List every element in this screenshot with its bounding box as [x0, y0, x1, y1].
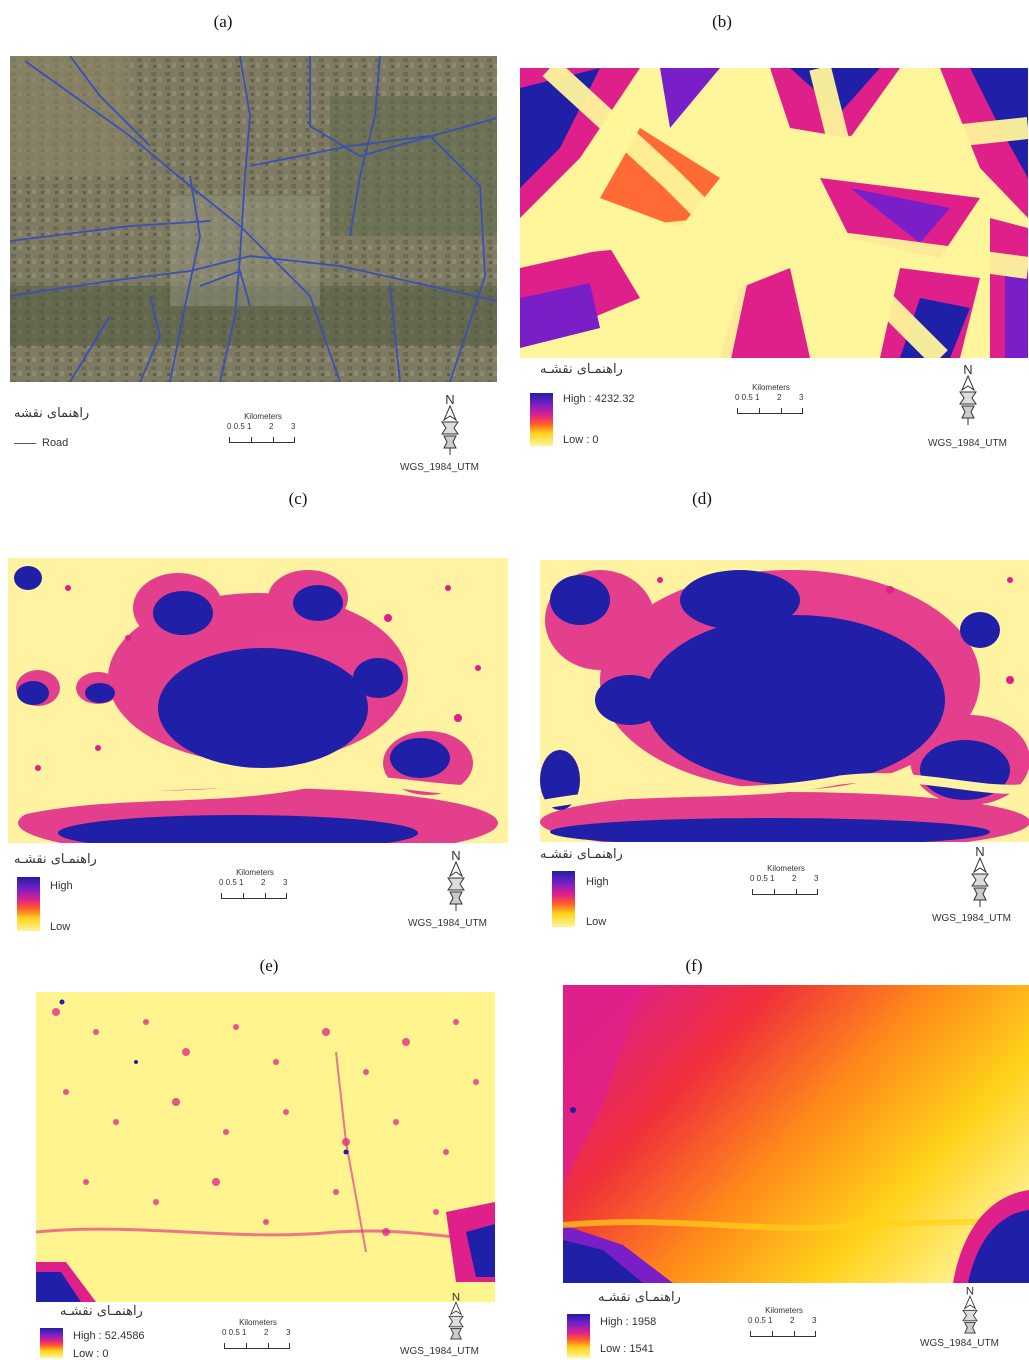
scalebar-tick: 2	[792, 874, 797, 883]
panel-a-legend-title: راهنمای نقشه	[14, 406, 90, 421]
panel-e-projection: WGS_1984_UTM	[400, 1346, 479, 1357]
panel-d-legend-title: راهنمـای نقشـه	[540, 847, 623, 862]
scalebar-tick: 3	[291, 422, 296, 431]
panel-d-label: (d)	[692, 489, 712, 508]
scalebar-tick: 0 0.5 1	[219, 878, 244, 887]
panel-c-color-ramp	[17, 877, 40, 931]
road-legend: Road	[14, 437, 68, 449]
scalebar-tick: 2	[269, 422, 274, 431]
svg-text:N: N	[963, 362, 972, 377]
north-arrow-icon: N	[438, 1290, 474, 1354]
scalebar-tick: 2	[261, 878, 266, 887]
panel-b-high-label: High : 4232.32	[563, 393, 635, 405]
scalebar-title: Kilometers	[244, 412, 282, 421]
density-map-d	[540, 560, 1029, 842]
panel-b-low-label: Low : 0	[563, 434, 599, 446]
road-distance-map	[520, 68, 1028, 358]
panel-f-color-ramp	[567, 1314, 590, 1358]
north-arrow-icon: N	[952, 1284, 988, 1348]
panel-e-color-ramp	[40, 1328, 63, 1358]
panel-b-projection: WGS_1984_UTM	[928, 438, 1007, 449]
scalebar-tick: 3	[799, 393, 804, 402]
density-map-e	[36, 992, 495, 1302]
scalebar-tick: 3	[286, 1328, 291, 1337]
scalebar-tick: 0 0.5 1	[222, 1328, 247, 1337]
svg-text:N: N	[975, 844, 984, 859]
panel-b-label: (b)	[712, 12, 732, 31]
panel-d-low-label: Low	[586, 916, 607, 928]
scalebar-tick: 3	[812, 1316, 817, 1325]
scalebar-tick: 3	[283, 878, 288, 887]
panel-e-legend-title: راهنمـای نقشـه	[60, 1304, 143, 1319]
panel-c-projection: WGS_1984_UTM	[408, 918, 487, 929]
panel-a-scalebar: Kilometers 0 0.5 1 2 3	[223, 412, 303, 452]
north-arrow-icon: N	[950, 362, 986, 426]
panel-b-legend-title: راهنمـای نقشـه	[540, 362, 623, 377]
panel-e-scalebar: Kilometers 0 0.5 1 2 3	[218, 1318, 298, 1358]
scalebar-title: Kilometers	[767, 864, 805, 873]
scalebar-tick: 0 0.5 1	[748, 1316, 773, 1325]
scalebar-title: Kilometers	[765, 1306, 803, 1315]
scalebar-tick: 3	[814, 874, 819, 883]
north-arrow-icon: N	[432, 392, 468, 456]
panel-a-projection: WGS_1984_UTM	[400, 462, 479, 473]
panel-e-high-label: High : 52.4586	[73, 1330, 145, 1342]
scalebar-tick: 0 0.5 1	[750, 874, 775, 883]
panel-a-label: (a)	[213, 12, 233, 31]
north-letter: N	[445, 392, 454, 407]
panel-c-scalebar: Kilometers 0 0.5 1 2 3	[215, 868, 295, 908]
north-arrow-icon: N	[438, 848, 474, 912]
panel-f-label: (f)	[685, 956, 703, 975]
panel-c-legend-title: راهنمـای نقشـه	[14, 852, 97, 867]
scalebar-title: Kilometers	[239, 1318, 277, 1327]
scalebar-tick: 0 0.5 1	[227, 422, 252, 431]
road-legend-label: Road	[42, 437, 69, 449]
panel-d-color-ramp	[552, 871, 575, 927]
svg-text:N: N	[451, 848, 460, 863]
panel-c-high-label: High	[50, 880, 73, 892]
elevation-map	[563, 985, 1029, 1283]
panel-f-high-label: High : 1958	[600, 1316, 657, 1328]
road-line-swatch	[14, 442, 36, 444]
scalebar-tick: 0 0.5 1	[735, 393, 760, 402]
scalebar-title: Kilometers	[752, 383, 790, 392]
panel-f-low-label: Low : 1541	[600, 1343, 654, 1355]
panel-f-legend-title: راهنمـای نقشـه	[598, 1290, 681, 1305]
panel-e-label: (e)	[259, 956, 279, 975]
panel-c-low-label: Low	[50, 921, 71, 933]
panel-b-scalebar: Kilometers 0 0.5 1 2 3	[731, 383, 811, 423]
scalebar-tick: 2	[790, 1316, 795, 1325]
scalebar-title: Kilometers	[236, 868, 274, 877]
panel-d-scalebar: Kilometers 0 0.5 1 2 3	[746, 864, 826, 904]
panel-b-color-ramp	[530, 393, 553, 446]
panel-f-scalebar: Kilometers 0 0.5 1 2 3	[744, 1306, 824, 1346]
panel-f-projection: WGS_1984_UTM	[920, 1338, 999, 1349]
panel-c-label: (c)	[288, 489, 308, 508]
density-map-c	[8, 558, 508, 843]
panel-e-low-label: Low : 0	[73, 1348, 109, 1360]
panel-d-high-label: High	[586, 876, 609, 888]
satellite-road-map	[10, 56, 497, 382]
north-arrow-icon: N	[962, 844, 998, 908]
scalebar-tick: 2	[777, 393, 782, 402]
svg-text:N: N	[452, 1292, 460, 1304]
scalebar-tick: 2	[264, 1328, 269, 1337]
panel-d-projection: WGS_1984_UTM	[932, 913, 1011, 924]
svg-text:N: N	[966, 1286, 974, 1298]
